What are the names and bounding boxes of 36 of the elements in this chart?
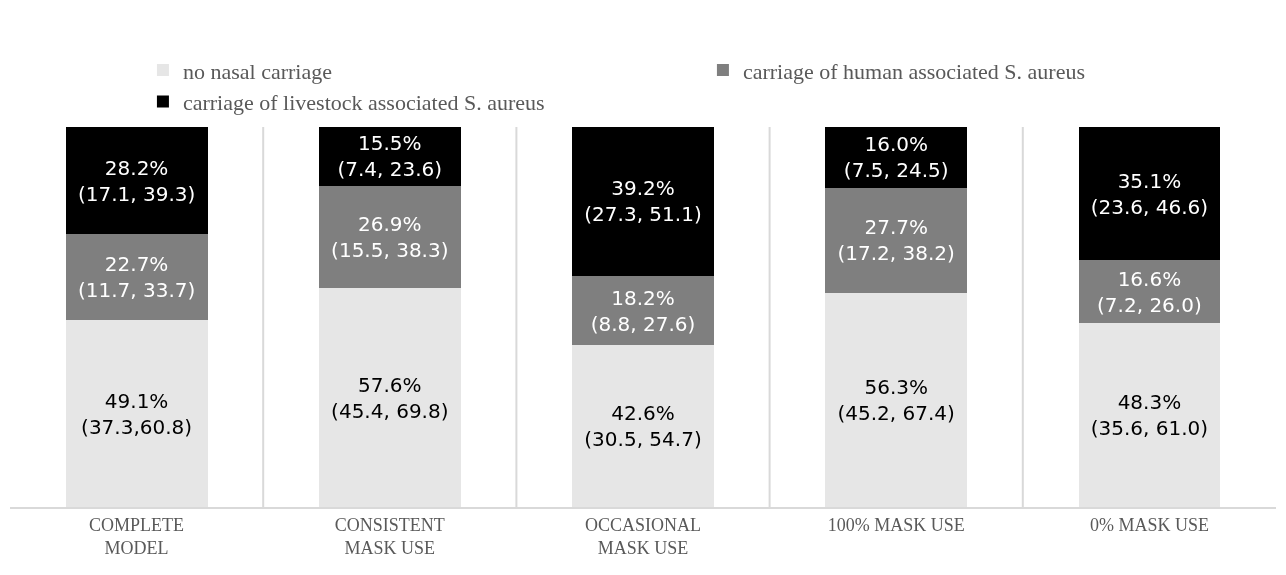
data-label: 56.3% (45.2, 67.4) — [837, 375, 955, 426]
data-label: 42.6% (30.5, 54.7) — [584, 401, 702, 452]
legend-label: carriage of livestock associated S. aureus — [182, 90, 545, 116]
bar — [572, 127, 714, 276]
legend-label: carriage of human associated S. aureus — [742, 58, 1086, 84]
data-label: 57.6% (45.4, 69.8) — [331, 372, 449, 423]
legend-label: no nasal carriage — [182, 58, 332, 84]
bar — [318, 288, 461, 507]
data-label: 26.9% (15.5, 38.3) — [331, 212, 449, 263]
data-label: 18.2% (8.8, 27.6) — [590, 285, 696, 336]
bar — [1078, 127, 1221, 261]
data-label: 22.7% (11.7, 33.7) — [77, 252, 196, 303]
data-label: 35.1% (23.6, 46.6) — [1090, 168, 1209, 219]
data-label: 15.5% (7.4, 23.6) — [337, 131, 443, 182]
x-tick-label: 0% MASK USE — [1089, 514, 1209, 535]
bar — [825, 187, 968, 294]
bar — [1078, 323, 1221, 507]
bar — [318, 185, 461, 289]
x-tick-label: 100% MASK USE — [827, 514, 965, 535]
data-label: 28.2% (17.1, 39.3) — [77, 155, 196, 206]
data-label: 49.1% (37.3,60.8) — [81, 388, 193, 439]
data-label: 48.3% (35.6, 61.0) — [1090, 390, 1209, 441]
data-label: 16.6% (7.2, 26.0) — [1097, 266, 1202, 317]
data-label: 16.0% (7.5, 24.5) — [843, 132, 949, 183]
bar — [65, 320, 208, 507]
bar — [572, 345, 714, 507]
x-tick-label: COMPLETE MODEL — [89, 514, 185, 558]
x-tick-label: OCCASIONAL MASK USE — [584, 514, 702, 558]
x-tick-label: CONSISTENT MASK USE — [334, 514, 445, 558]
bar — [825, 127, 968, 188]
data-label: 27.7% (17.2, 38.2) — [837, 215, 955, 266]
bar — [825, 293, 968, 507]
data-label: 39.2% (27.3, 51.1) — [584, 176, 702, 227]
bar — [65, 127, 208, 235]
bar — [572, 275, 714, 346]
bar — [65, 234, 208, 321]
